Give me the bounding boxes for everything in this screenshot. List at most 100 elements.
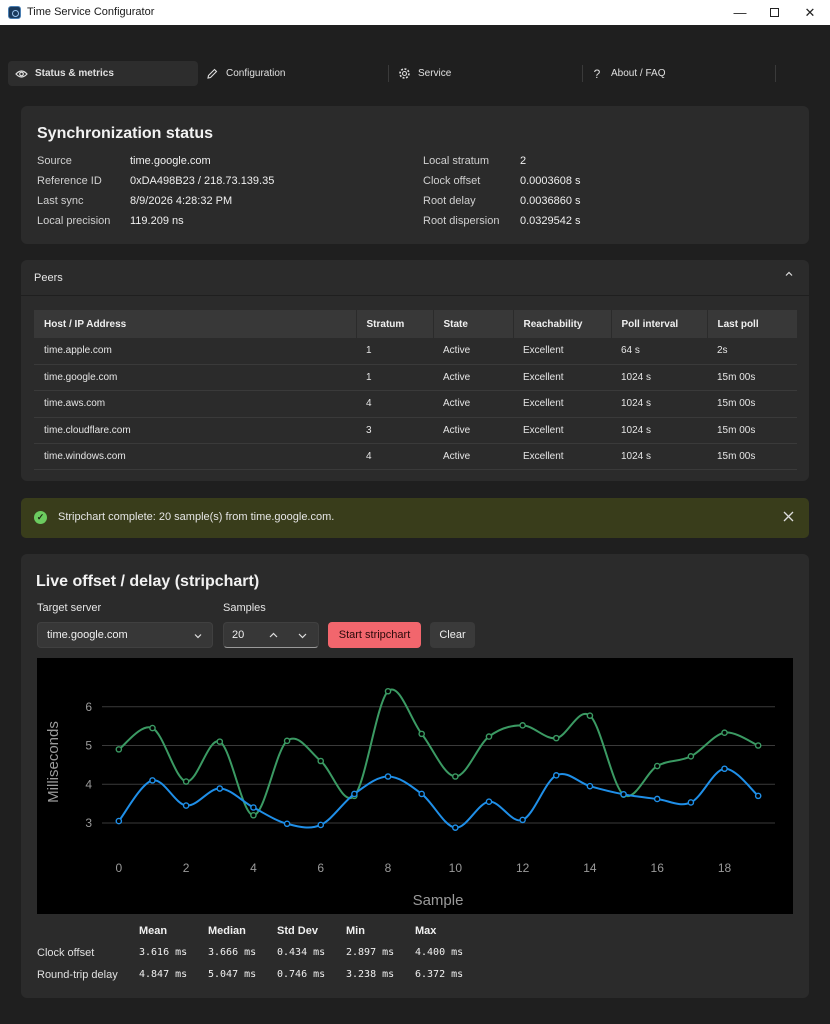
data-point <box>283 737 291 745</box>
data-point <box>149 724 156 732</box>
table-cell: 64 s <box>611 338 707 365</box>
sync-status-heading: Synchronization status <box>37 125 214 142</box>
data-point <box>418 730 425 738</box>
samples-label: Samples <box>223 602 266 614</box>
sync-key: Local precision <box>37 215 111 227</box>
sync-row: Root dispersion 0.0329542 s <box>423 215 793 229</box>
column-header[interactable]: Poll interval <box>611 310 708 338</box>
stats-value: 0.746 ms <box>277 969 326 980</box>
table-row[interactable]: time.google.com 1 Active Excellent 1024 … <box>34 364 797 392</box>
table-cell: 4 <box>356 443 433 471</box>
dismiss-icon[interactable] <box>783 511 794 525</box>
table-row[interactable]: time.windows.com 4 Active Excellent 1024… <box>34 443 797 471</box>
data-point <box>250 804 257 811</box>
data-point <box>317 757 325 765</box>
sync-value: 0.0036860 s <box>520 195 581 207</box>
target-server-combobox[interactable]: time.google.com <box>37 622 213 648</box>
chevron-down-icon[interactable] <box>297 630 308 644</box>
pencil-icon <box>205 67 219 81</box>
stats-value: 4.847 ms <box>139 969 188 980</box>
table-row[interactable]: time.apple.com 1 Active Excellent 64 s 2… <box>34 338 797 365</box>
x-tick-label: 0 <box>115 861 122 875</box>
data-point <box>283 820 291 828</box>
table-row[interactable]: time.aws.com 4 Active Excellent 1024 s 1… <box>34 390 797 418</box>
eye-icon <box>14 67 28 81</box>
stats-header: Min <box>346 925 365 937</box>
data-point <box>216 785 224 792</box>
data-point <box>687 753 695 760</box>
peers-expander-header[interactable]: Peers <box>21 260 809 296</box>
table-cell: Active <box>433 417 513 445</box>
stats-value: 3.616 ms <box>139 947 188 958</box>
table-cell: Excellent <box>513 364 611 392</box>
success-check-icon: ✓ <box>34 511 47 524</box>
peers-header-row: Host / IP Address Stratum State Reachabi… <box>34 310 797 338</box>
x-tick-label: 18 <box>718 861 732 875</box>
column-header[interactable]: Host / IP Address <box>34 310 357 338</box>
data-point <box>687 799 695 806</box>
sync-value: 2 <box>520 155 527 167</box>
series-line-1 <box>118 767 759 829</box>
samples-number-box[interactable]: 20 <box>223 622 319 648</box>
y-tick-label: 5 <box>85 739 92 753</box>
sync-value: 0.0003608 s <box>520 175 581 187</box>
data-point <box>452 824 459 831</box>
table-row[interactable]: time.cloudflare.com 3 Active Excellent 1… <box>34 417 797 445</box>
tab-divider <box>775 65 776 82</box>
tab-service[interactable]: Service <box>397 61 577 86</box>
y-axis-label: Milliseconds <box>45 721 62 803</box>
data-point <box>216 738 224 745</box>
chevron-down-icon <box>193 631 203 644</box>
stats-value: 3.666 ms <box>208 947 257 958</box>
sync-key: Last sync <box>37 195 84 207</box>
table-cell: Excellent <box>513 417 611 445</box>
clear-button[interactable]: Clear <box>430 622 475 648</box>
x-axis-label: Sample <box>413 892 464 909</box>
table-cell: 15m 00s <box>707 364 797 392</box>
start-stripchart-button[interactable]: Start stripchart <box>328 622 421 648</box>
close-button[interactable]: ✕ <box>804 4 816 20</box>
sync-row: Clock offset 0.0003608 s <box>423 175 793 189</box>
app-icon <box>8 6 21 19</box>
column-header[interactable]: Reachability <box>513 310 612 338</box>
minimize-button[interactable]: — <box>733 5 747 20</box>
data-point <box>182 778 190 785</box>
x-tick-label: 6 <box>317 861 324 875</box>
column-header[interactable]: Stratum <box>356 310 434 338</box>
chevron-up-icon[interactable] <box>784 269 794 282</box>
x-tick-label: 12 <box>516 861 530 875</box>
x-tick-label: 14 <box>583 861 597 875</box>
data-point <box>182 802 190 809</box>
maximize-icon <box>769 8 779 17</box>
table-cell: time.aws.com <box>34 390 356 418</box>
tab-bar: Status & metrics Configuration Service ?… <box>8 61 822 86</box>
tab-about-faq[interactable]: ? About / FAQ <box>590 61 770 86</box>
data-point <box>384 773 392 780</box>
column-header[interactable]: State <box>433 310 514 338</box>
column-header[interactable]: Last poll <box>707 310 797 338</box>
stats-value: 0.434 ms <box>277 947 326 958</box>
sync-key: Source <box>37 155 72 167</box>
stripchart-plot: 3 4 5 6 0 2 4 6 8 10 12 14 16 18 Sample Milliseconds <box>37 658 793 914</box>
sync-row: Local precision 119.209 ns <box>37 215 417 229</box>
tab-status-metrics[interactable]: Status & metrics <box>8 61 198 86</box>
data-point <box>485 798 493 805</box>
y-tick-label: 4 <box>85 777 92 791</box>
sync-key: Local stratum <box>423 155 490 167</box>
sync-row: Local stratum 2 <box>423 155 793 169</box>
table-cell: 1024 s <box>611 390 707 418</box>
sync-value: 0xDA498B23 / 218.73.139.35 <box>130 175 275 187</box>
sync-key: Root dispersion <box>423 215 500 227</box>
x-tick-label: 8 <box>385 861 392 875</box>
table-cell: time.google.com <box>34 364 356 392</box>
tab-configuration[interactable]: Configuration <box>205 61 390 86</box>
sync-status-card: Synchronization status Source time.googl… <box>21 106 809 244</box>
stats-row-label: Clock offset <box>37 947 95 959</box>
chevron-up-icon[interactable] <box>268 630 279 644</box>
table-cell: 15m 00s <box>707 390 797 418</box>
data-point <box>552 734 560 742</box>
x-tick-label: 16 <box>651 861 665 875</box>
maximize-button[interactable] <box>756 0 792 25</box>
gear-icon <box>397 67 411 81</box>
stats-value: 6.372 ms <box>415 969 464 980</box>
